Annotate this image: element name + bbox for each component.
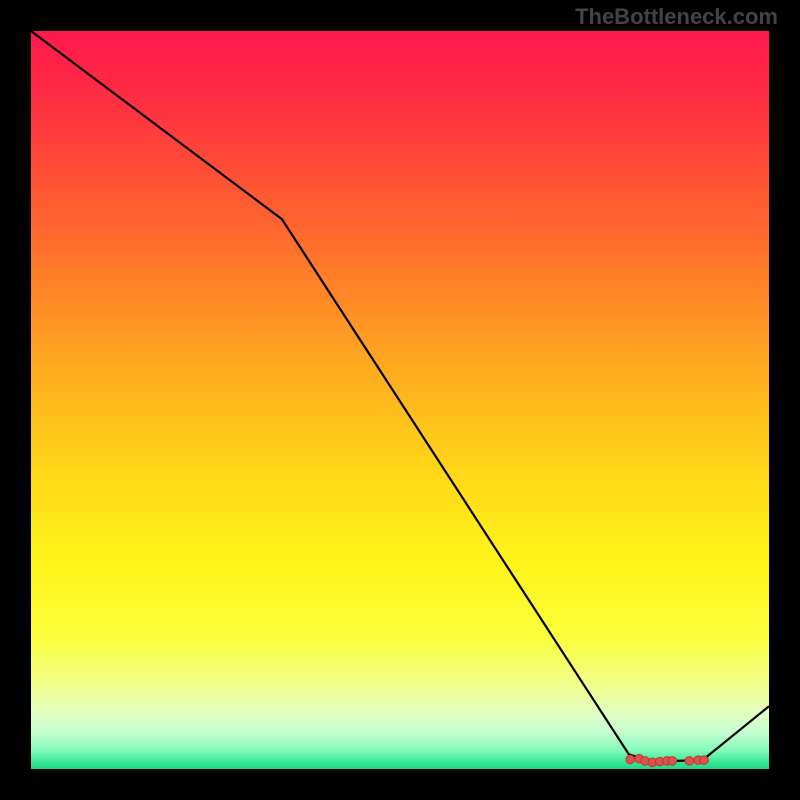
watermark-text: TheBottleneck.com <box>575 4 778 30</box>
chart-svg <box>31 31 769 769</box>
data-dot <box>685 757 694 766</box>
chart-plot-area <box>31 31 769 769</box>
data-dot <box>700 756 709 765</box>
data-dot <box>626 755 635 764</box>
data-dot <box>668 757 677 766</box>
